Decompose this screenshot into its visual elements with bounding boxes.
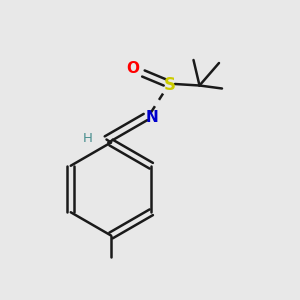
Text: N: N [146,110,158,124]
Text: H: H [83,131,93,145]
Text: S: S [164,76,175,94]
Text: O: O [126,61,139,76]
